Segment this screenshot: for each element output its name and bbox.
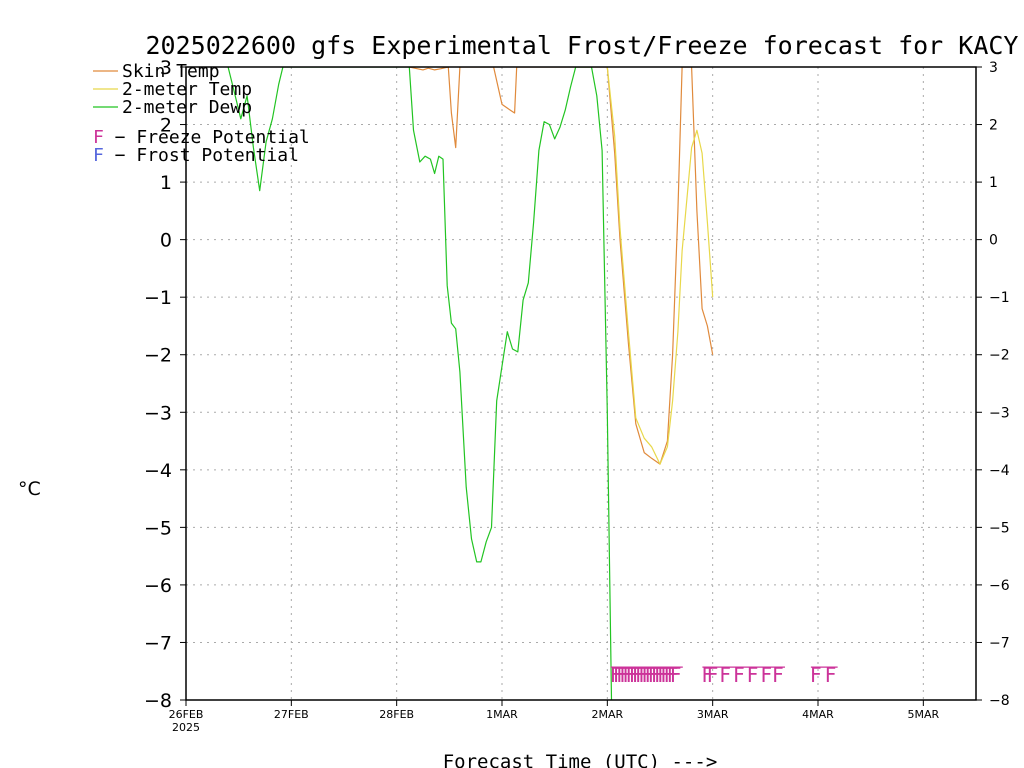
x-tick-label: 2MAR [591,708,623,721]
y-tick-label: −1 [144,287,172,309]
y-tick-label-right: 0 [989,233,998,249]
freeze-mark: F [720,663,732,687]
x-tick-label: 5MAR [907,708,939,721]
y-tick-label: −7 [144,632,172,654]
potential-legend-item: F − Frost Potential [93,145,299,166]
freeze-mark: F [825,663,837,687]
freeze-mark: F [645,663,657,687]
y-tick-label: −8 [144,690,172,712]
grid-lines [186,67,976,700]
freeze-mark: F [610,663,622,687]
y-tick-label: −2 [144,345,172,367]
y-tick-label-right: 1 [989,175,998,191]
freeze-mark: F [772,663,784,687]
freeze-mark: F [702,663,714,687]
freeze-mark: F [761,663,773,687]
freeze-mark: F [629,663,641,687]
freeze-mark: F [635,663,647,687]
y-tick-label-right: −4 [989,463,1010,479]
freeze-mark: F [661,663,673,687]
chart-title: 2025022600 gfs Experimental Frost/Freeze… [146,31,1019,60]
y-tick-label: 0 [160,230,172,252]
series-line-2-meter-dewp [227,67,613,700]
y-tick-label-right: −1 [989,290,1010,306]
freeze-mark: F [642,663,654,687]
potential-legend-item: F − Freeze Potential [93,127,310,148]
freeze-mark: F [664,663,676,687]
legend-label: Skin Temp [122,61,220,82]
freeze-mark: F [638,663,650,687]
freeze-mark: F [667,663,679,687]
y-tick-label: −3 [144,402,172,424]
freeze-mark: F [733,663,745,687]
freeze-mark: F [670,663,682,687]
freeze-mark: F [613,663,625,687]
y-tick-label-right: −8 [989,693,1010,709]
plot-frame [185,66,977,701]
y-tick-label-right: 3 [989,60,998,76]
x-tick-label: 1MAR [486,708,518,721]
freeze-mark: F [648,663,660,687]
series-layer [227,67,714,700]
x-tick-label: 28FEB [379,708,414,721]
y-tick-label: 2 [160,115,172,137]
y-tick-label: 1 [160,172,172,194]
y-tick-label-right: −3 [989,405,1010,421]
axes-layer: 3 3 2 2 1 1 0 0 −1 −1 −2 −2 −3 −3 −4 −4 −5 −5 −6 −6 −7 −7 −8 −8… [144,57,1010,734]
series-line-2-meter-temp [606,67,714,465]
x-tick-label: 3MAR [697,708,729,721]
freeze-mark: F [626,663,638,687]
freeze-mark: F [657,663,669,687]
y-tick-label-right: −5 [989,520,1010,536]
x-tick-year: 2025 [172,721,200,734]
freeze-mark: F [707,663,719,687]
x-tick-label: 4MAR [802,708,834,721]
y-tick-label: −5 [144,517,172,539]
freeze-mark: F [632,663,644,687]
x-tick-label: 26FEB [169,708,204,721]
y-axis-label: °C [18,478,41,500]
y-tick-label-right: −7 [989,635,1010,651]
legend-label: 2-meter Dewp [122,97,252,118]
y-tick-label: −4 [144,460,172,482]
freeze-mark: F [810,663,822,687]
freeze-mark: F [747,663,759,687]
y-tick-label: 3 [160,57,172,79]
y-tick-label: −6 [144,575,172,597]
series-line-skin-temp [409,67,714,465]
freeze-mark: F [651,663,663,687]
freeze-mark: F [623,663,635,687]
freeze-mark: F [616,663,628,687]
y-tick-label-right: −2 [989,348,1010,364]
legend-label: 2-meter Temp [122,79,252,100]
x-tick-label: 27FEB [274,708,309,721]
x-axis-label: Forecast Time (UTC) ---> [443,751,718,768]
freeze-mark: F [654,663,666,687]
y-tick-label-right: −6 [989,578,1010,594]
freeze-mark: F [619,663,631,687]
y-tick-label-right: 2 [989,118,998,134]
